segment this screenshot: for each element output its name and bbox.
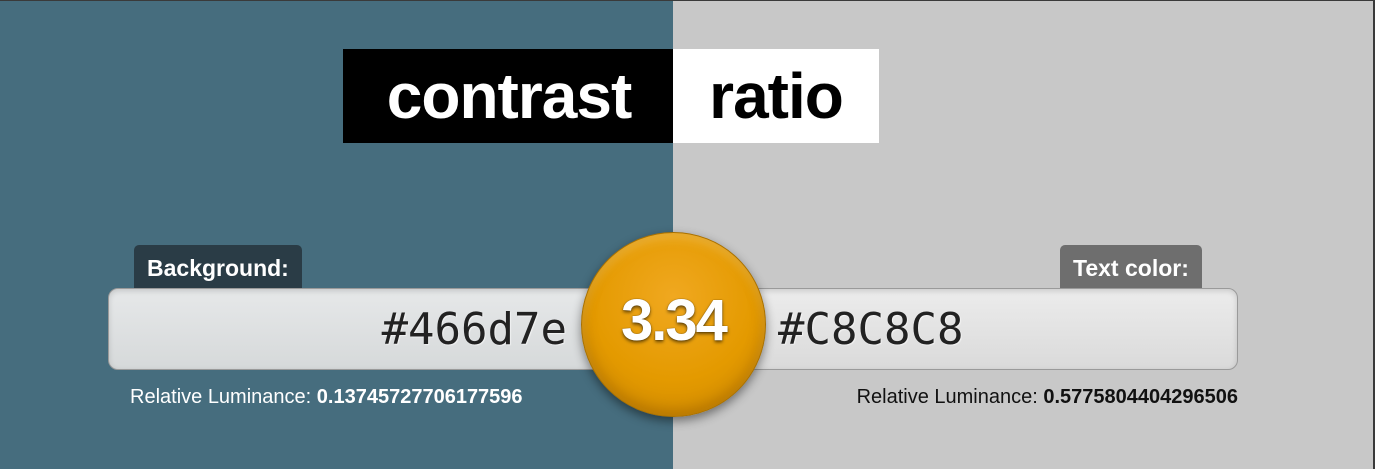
text-color-luminance: Relative Luminance: 0.5775804404296506 — [857, 385, 1238, 409]
text-color-luminance-label: Relative Luminance: — [856, 386, 1038, 408]
background-luminance-label: Relative Luminance: — [130, 386, 312, 408]
background-luminance: Relative Luminance: 0.13745727706177596 — [130, 385, 523, 409]
background-color-input[interactable] — [108, 288, 628, 370]
text-color-luminance-value: 0.5775804404296506 — [1043, 386, 1238, 408]
contrast-ratio-value: 3.34 — [621, 288, 728, 353]
background-label: Background: — [134, 245, 302, 289]
text-color-input[interactable] — [720, 288, 1238, 370]
window-edge — [1373, 1, 1375, 469]
background-luminance-value: 0.13745727706177596 — [316, 386, 523, 408]
title-contrast: contrast — [343, 49, 673, 143]
title-ratio: ratio — [673, 49, 879, 143]
text-color-label: Text color: — [1060, 245, 1202, 289]
contrast-ratio-badge[interactable]: 3.34 — [581, 232, 766, 417]
